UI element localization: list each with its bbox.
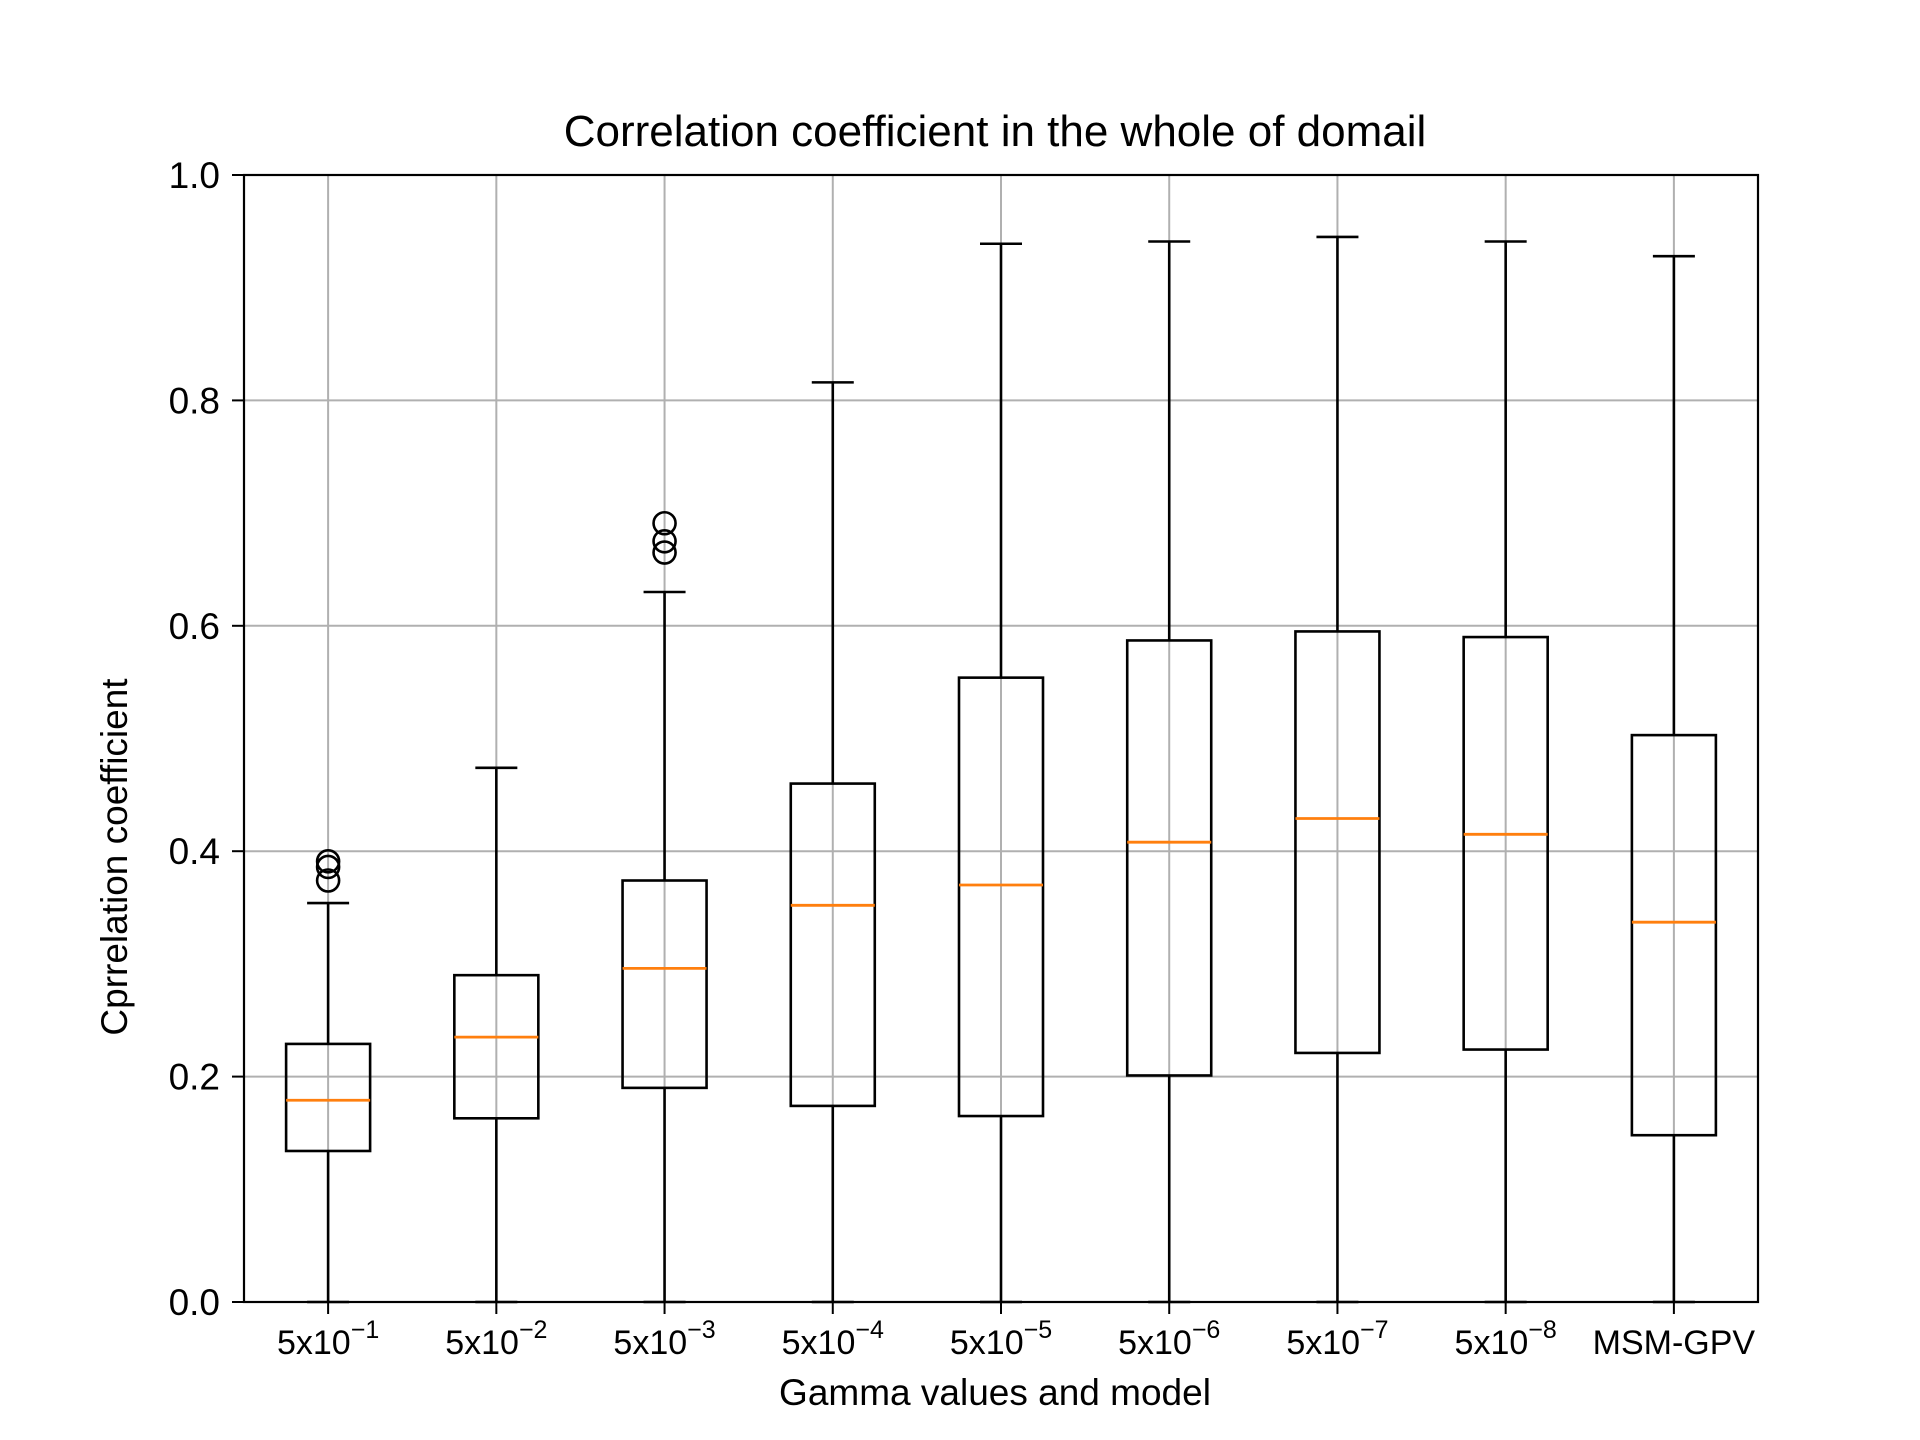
- box-marks: [284, 235, 1718, 1304]
- x-tick-label: 5x10−5: [950, 1316, 1052, 1362]
- axis-ticks: 0.0 0.2 0.4 0.6 0.8 1.0 5x10−1 5x10−2 5x10−3 5x10…: [169, 155, 1756, 1362]
- x-tick-label: 5x10−3: [613, 1316, 715, 1362]
- outlier-point: [315, 854, 341, 880]
- x-tick-label: 5x10−4: [782, 1316, 884, 1362]
- outlier-point: [652, 528, 677, 554]
- outlier-point: [315, 849, 341, 874]
- box-group: [284, 849, 372, 1304]
- outlier-point: [652, 540, 677, 565]
- x-tick-label: 5x10−1: [277, 1316, 379, 1362]
- y-tick-label: 1.0: [169, 155, 220, 196]
- iqr-box: [1294, 630, 1381, 1055]
- y-tick-label: 0.6: [169, 606, 220, 647]
- box-group: [1630, 254, 1718, 1304]
- x-tick-label: 5x10−2: [445, 1316, 547, 1362]
- box-group: [1294, 235, 1381, 1304]
- y-tick-label: 0.4: [169, 831, 220, 872]
- chart-title: Correlation coefficient in the whole of …: [564, 107, 1427, 156]
- y-tick-label: 0.2: [169, 1057, 220, 1098]
- iqr-box: [621, 879, 708, 1090]
- iqr-box: [1125, 639, 1213, 1077]
- x-tick-label: MSM-GPV: [1593, 1324, 1756, 1362]
- iqr-box: [453, 973, 540, 1120]
- x-axis-label: Gamma values and model: [779, 1372, 1211, 1413]
- y-tick-label: 0.8: [169, 380, 220, 421]
- iqr-box: [1462, 635, 1549, 1051]
- iqr-box: [957, 676, 1045, 1118]
- outlier-point: [652, 510, 677, 536]
- box-group: [1125, 240, 1213, 1304]
- y-tick-label: 0.0: [169, 1282, 220, 1323]
- box-group: [621, 510, 708, 1304]
- x-tick-label: 5x10−8: [1455, 1316, 1557, 1362]
- x-tick-label: 5x10−6: [1118, 1316, 1220, 1362]
- iqr-box: [284, 1042, 372, 1153]
- y-axis-label: Cprrelation coefficient: [94, 678, 135, 1036]
- outlier-point: [315, 868, 341, 893]
- iqr-box: [789, 782, 877, 1108]
- iqr-box: [1630, 733, 1718, 1137]
- x-tick-label: 5x10−7: [1286, 1316, 1388, 1362]
- box-group: [1462, 240, 1549, 1304]
- box-group: [957, 242, 1045, 1304]
